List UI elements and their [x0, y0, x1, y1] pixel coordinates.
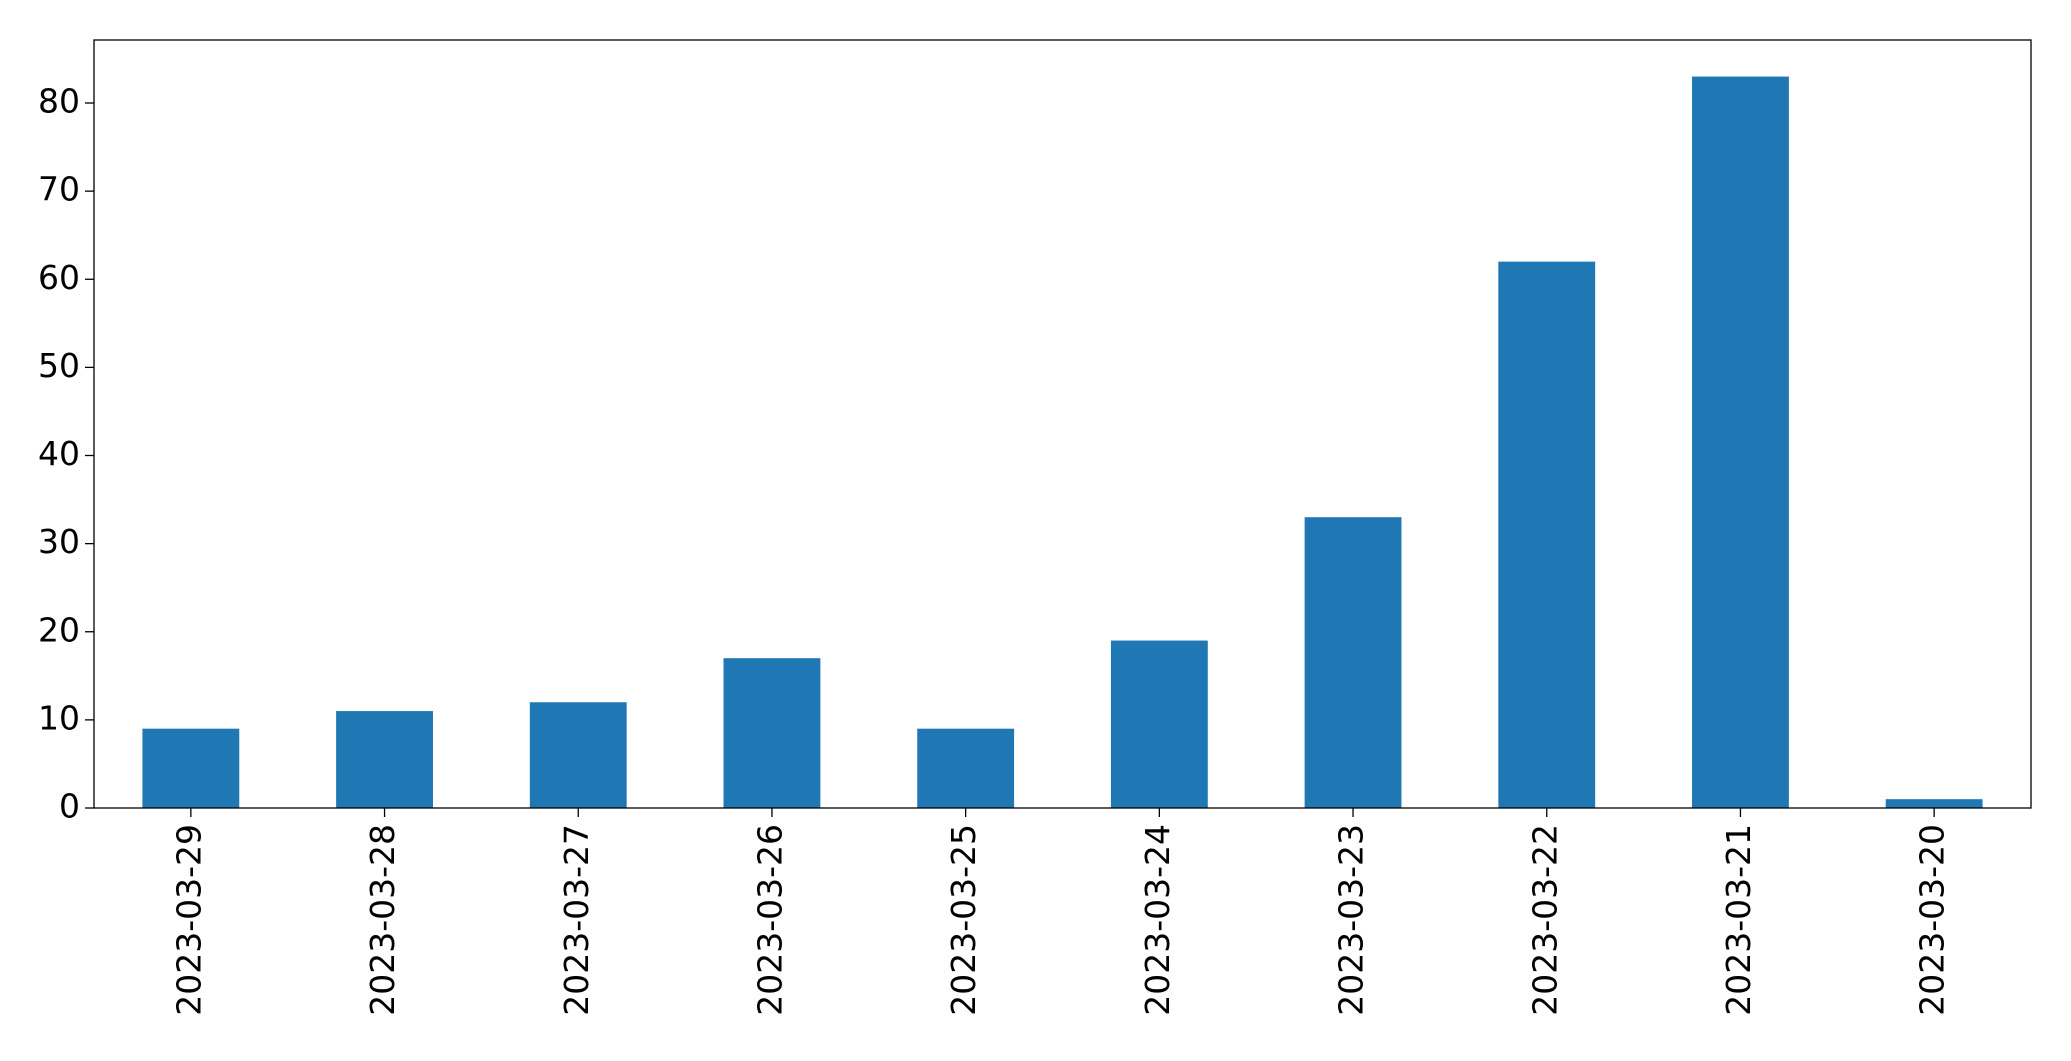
bar	[1304, 517, 1402, 808]
x-tick-label: 2023-03-23	[1332, 824, 1371, 1016]
x-tick-label: 2023-03-26	[750, 824, 789, 1016]
bar	[142, 728, 240, 808]
x-tick-label: 2023-03-25	[944, 824, 983, 1016]
bar	[529, 702, 627, 808]
y-tick-label: 60	[38, 258, 80, 297]
y-tick-label: 0	[59, 787, 80, 826]
bar	[917, 728, 1015, 808]
bar	[1885, 799, 1983, 808]
y-tick-label: 20	[38, 610, 80, 649]
bar	[1498, 261, 1596, 808]
x-tick-label: 2023-03-24	[1138, 824, 1177, 1016]
y-tick-label: 50	[38, 346, 80, 385]
bar	[723, 658, 821, 808]
x-tick-label: 2023-03-22	[1525, 824, 1564, 1016]
y-tick-label: 40	[38, 434, 80, 473]
bar	[1110, 640, 1208, 808]
plot-frame	[93, 39, 2032, 809]
bar	[1692, 76, 1789, 809]
x-tick-label: 2023-03-27	[557, 824, 596, 1016]
y-tick-label: 30	[38, 522, 80, 561]
y-tick-label: 70	[38, 170, 80, 209]
bar	[336, 711, 433, 808]
x-tick-label: 2023-03-20	[1913, 824, 1952, 1016]
y-tick-label: 80	[38, 82, 80, 121]
x-tick-label: 2023-03-28	[363, 824, 402, 1016]
x-tick-label: 2023-03-29	[169, 824, 208, 1016]
y-tick-label: 10	[38, 698, 80, 737]
x-tick-label: 2023-03-21	[1719, 824, 1758, 1016]
